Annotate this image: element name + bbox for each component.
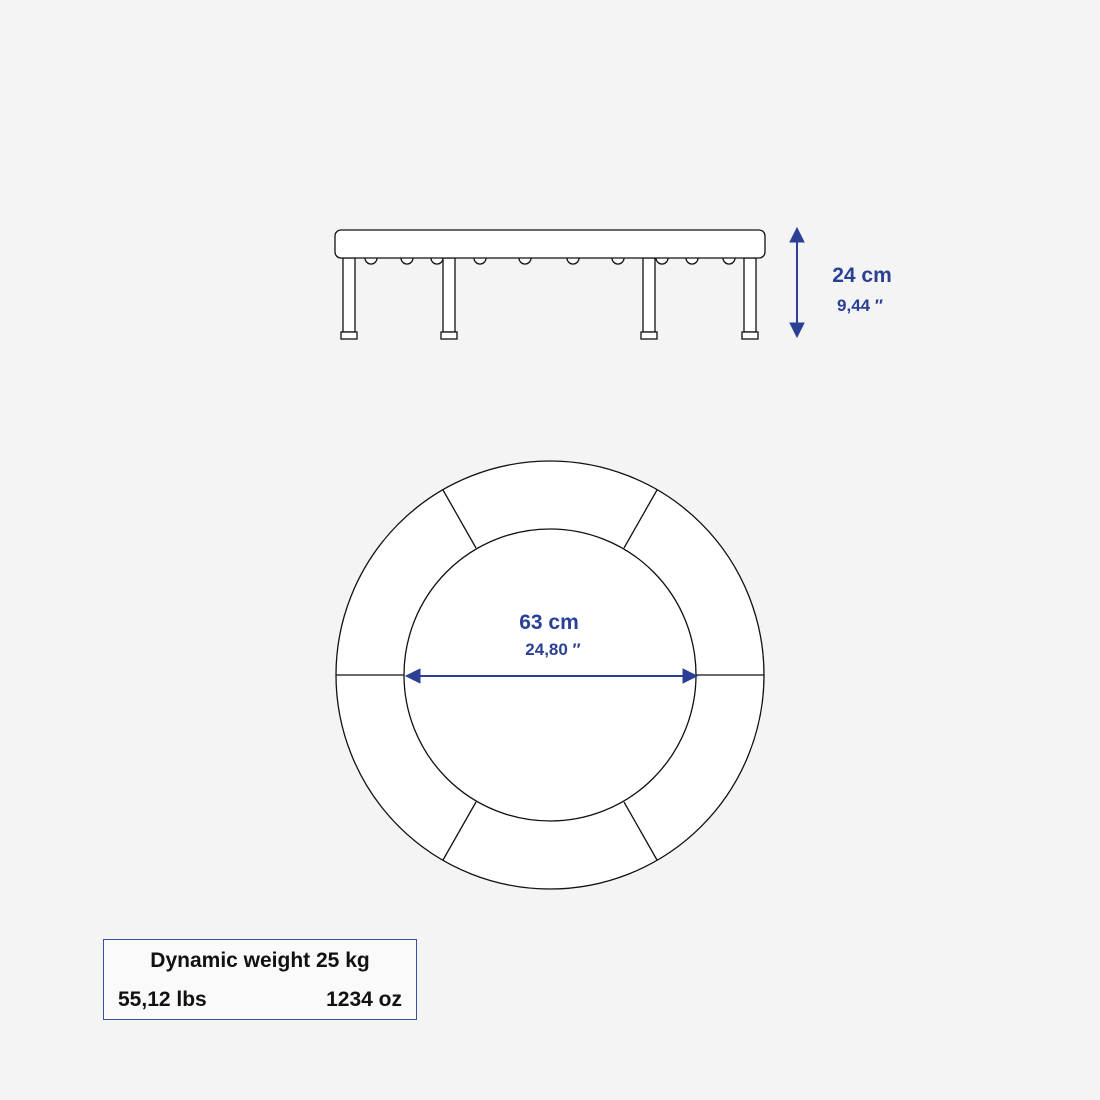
- spring-bump: [473, 257, 487, 265]
- leg-foot: [640, 331, 658, 340]
- spring-bump: [400, 257, 414, 265]
- spring-bump: [364, 257, 378, 265]
- diameter-metric-label: 63 cm: [519, 611, 579, 634]
- leg: [342, 257, 356, 333]
- height-arrow: [789, 226, 805, 339]
- spring-bump: [611, 257, 625, 265]
- height-imperial-label: 9,44 ″: [837, 296, 883, 315]
- spring-bump: [566, 257, 580, 265]
- weight-lbs: 55,12 lbs: [118, 988, 207, 1011]
- spring-bumps: [364, 257, 736, 265]
- leg-foot: [340, 331, 358, 340]
- spring-bump: [430, 257, 444, 265]
- weight-oz: 1234 oz: [326, 988, 402, 1011]
- spring-bump: [655, 257, 669, 265]
- spring-bump: [722, 257, 736, 265]
- diameter-arrow: [404, 668, 699, 684]
- leg: [442, 257, 456, 333]
- frame-top: [334, 229, 766, 259]
- side-view: [334, 229, 766, 340]
- weight-title: Dynamic weight 25 kg: [150, 949, 370, 972]
- leg: [743, 257, 757, 333]
- diameter-imperial-label: 24,80 ″: [525, 640, 581, 659]
- leg: [642, 257, 656, 333]
- height-metric-label: 24 cm: [832, 264, 892, 287]
- leg-foot: [440, 331, 458, 340]
- spring-bump: [518, 257, 532, 265]
- weight-box: Dynamic weight 25 kg 55,12 lbs 1234 oz: [103, 939, 417, 1020]
- spring-bump: [685, 257, 699, 265]
- leg-foot: [741, 331, 759, 340]
- legs: [340, 257, 759, 340]
